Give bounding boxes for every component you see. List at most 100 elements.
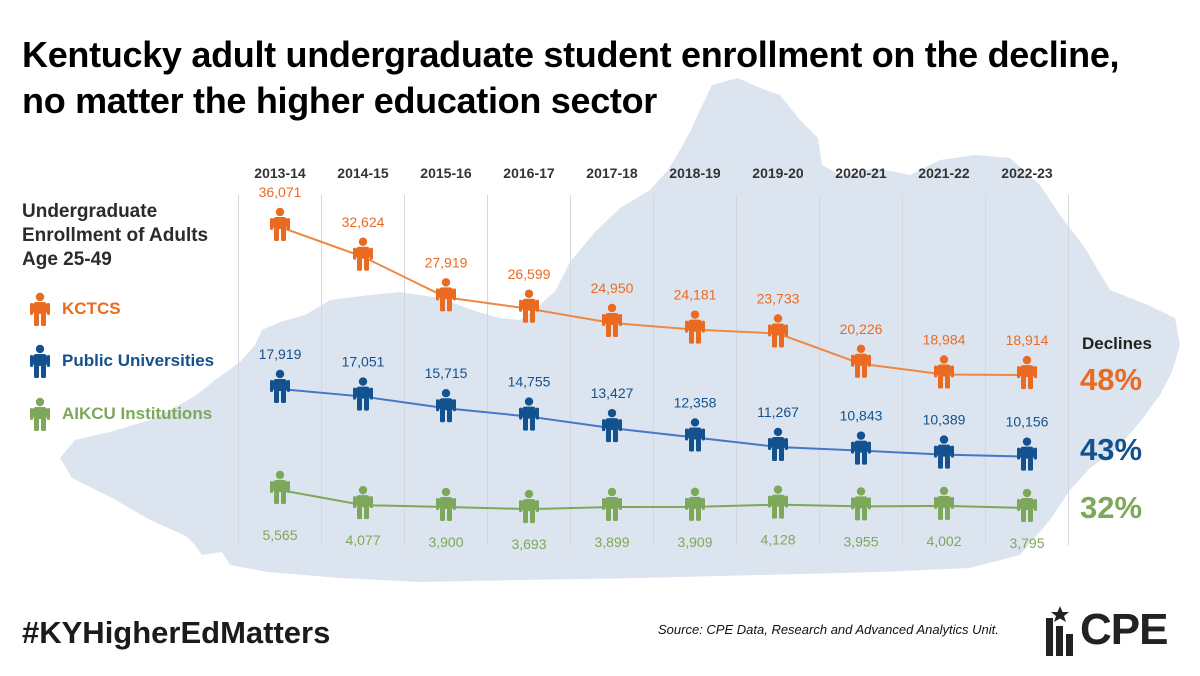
data-point-person [353,377,373,411]
data-point-person [768,427,788,461]
data-point-person [353,237,373,271]
data-point-person [602,303,622,338]
data-point-person [685,310,705,344]
data-point-person [602,408,622,443]
data-point-person [851,487,871,521]
data-label: 20,226 [840,321,883,337]
cpe-logo-mark-icon [1046,606,1073,656]
data-label: 10,389 [923,412,966,428]
data-label: 4,128 [760,532,795,548]
legend-item-kctcs: KCTCS [30,292,121,326]
person-icon [30,397,50,431]
data-label: 17,919 [259,346,302,362]
data-label: 3,909 [677,534,712,550]
data-label: 3,899 [594,534,629,550]
data-point-person [685,418,705,452]
data-point-person [1017,437,1037,471]
data-point-person [519,289,539,323]
data-label: 12,358 [674,394,717,410]
person-icon [30,344,50,378]
legend-item-aikcu-institutions: AIKCU Institutions [30,397,213,431]
legend-label: AIKCU Institutions [62,404,213,423]
data-label: 32,624 [342,214,385,230]
year-tick-label: 2018-19 [669,165,721,181]
data-label: 24,950 [591,280,634,296]
data-point-person [934,435,954,469]
data-label: 13,427 [591,385,634,401]
data-point-person [934,486,954,520]
decline-aikcu-institutions: 32% [1080,490,1143,525]
legend-title-line: Age 25-49 [22,249,112,270]
data-label: 11,267 [757,404,799,420]
year-tick-label: 2013-14 [254,165,306,181]
series-line [279,226,1028,377]
data-label: 10,843 [840,408,883,424]
data-label: 3,693 [511,536,546,552]
data-point-person [270,369,290,403]
decline-public-universities: 43% [1080,432,1143,467]
data-label: 4,077 [345,532,380,548]
legend-title-line: Undergraduate [22,201,158,222]
data-label: 14,755 [508,374,551,390]
year-tick-label: 2020-21 [835,165,887,181]
year-tick-label: 2019-20 [752,165,804,181]
data-point-person [436,487,456,521]
cpe-logo: CPE [1046,602,1168,658]
data-point-person [1017,488,1037,523]
data-label: 18,914 [1006,332,1049,348]
data-point-person [768,485,788,519]
chart-title-line-2: no matter the higher education sector [22,80,658,121]
legend-label: Public Universities [62,351,215,370]
data-point-person [436,278,456,312]
legend-label: KCTCS [62,299,121,318]
year-tick-label: 2016-17 [503,165,555,181]
data-label: 23,733 [757,291,800,307]
year-tick-label: 2014-15 [337,165,389,181]
data-point-person [851,431,871,465]
year-tick-label: 2021-22 [918,165,970,181]
data-label: 18,984 [923,332,966,348]
chart-title-line-1: Kentucky adult undergraduate student enr… [22,34,1120,75]
legend-title: Undergraduate Enrollment of Adults Age 2… [22,200,242,272]
data-label: 10,156 [1006,414,1049,430]
data-point-person [436,389,456,423]
year-tick-label: 2022-23 [1001,165,1053,181]
data-point-person [851,344,871,378]
data-point-person [768,314,788,348]
data-label: 36,071 [259,184,302,200]
source-note: Source: CPE Data, Research and Advanced … [658,622,999,637]
legend-title-line: Enrollment of Adults [22,225,209,246]
declines-label: Declines [1082,334,1152,353]
data-label: 5,565 [262,527,297,543]
data-point-person [270,470,290,504]
series-line [279,489,1028,511]
data-label: 3,900 [428,534,463,550]
chart-title: Kentucky adult undergraduate student enr… [22,32,1182,124]
data-point-person [685,487,705,521]
data-point-person [934,355,954,389]
data-point-person [353,485,373,520]
year-tick-label: 2015-16 [420,165,472,181]
data-label: 15,715 [425,365,468,381]
data-label: 4,002 [926,533,961,549]
data-label: 17,051 [342,354,385,370]
data-point-person [270,207,290,241]
data-label: 3,795 [1009,535,1044,551]
data-label: 27,919 [425,254,468,270]
data-label: 24,181 [674,287,717,303]
decline-kctcs: 48% [1080,362,1143,397]
data-label: 3,955 [843,533,878,549]
data-point-person [519,489,539,524]
data-point-person [519,397,539,431]
hashtag: #KYHigherEdMatters [22,615,331,650]
series-line [279,388,1028,458]
cpe-logo-text: CPE [1080,605,1168,654]
year-tick-label: 2017-18 [586,165,638,181]
person-icon [30,292,50,326]
data-point-person [1017,355,1037,390]
legend-item-public-universities: Public Universities [30,344,215,378]
data-label: 26,599 [508,266,551,282]
data-point-person [602,487,622,521]
